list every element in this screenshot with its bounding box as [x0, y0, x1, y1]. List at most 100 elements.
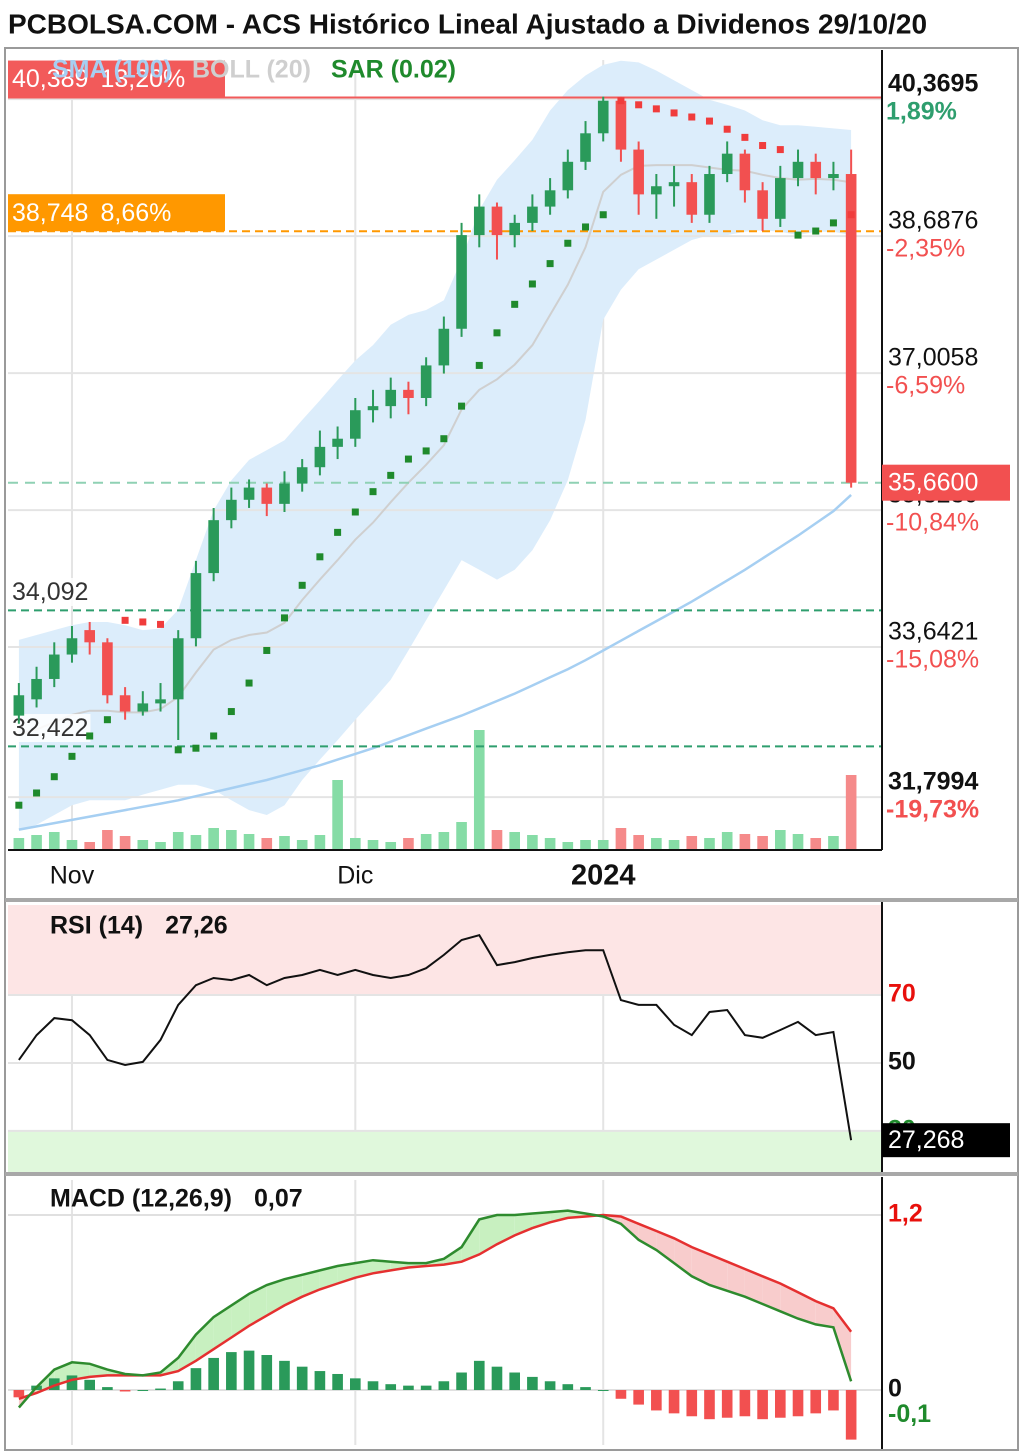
macd-histogram-bar [420, 1385, 432, 1391]
macd-histogram-bar [13, 1390, 25, 1398]
macd-histogram-bar [704, 1390, 715, 1420]
legend-entry: SAR (0.02) [331, 56, 456, 84]
volume-bar [668, 840, 680, 850]
macd-fill [89, 1363, 108, 1377]
y-tick-label: 37,0058 [888, 344, 978, 372]
candle-body [491, 206, 503, 236]
sma-line [18, 493, 852, 831]
candle-body [721, 153, 733, 175]
volume-bar [137, 840, 149, 850]
macd-fill [532, 1212, 551, 1229]
volume-bar [420, 834, 432, 850]
level-label: 40,389 [12, 65, 88, 93]
sar-dot [582, 223, 590, 231]
macd-fill [213, 1305, 232, 1350]
candle-body [668, 182, 680, 187]
sar-dot [33, 789, 41, 797]
macd-histogram-bar [562, 1384, 574, 1391]
sar-dot [493, 329, 501, 337]
macd-histogram-bar [580, 1387, 591, 1391]
candle-body [828, 174, 839, 179]
level-label: 34,092 [12, 578, 88, 606]
level-box [8, 60, 225, 98]
macd-fill [514, 1213, 533, 1236]
volume-bar [172, 832, 184, 850]
sar-dot [121, 616, 129, 624]
volume-bar [332, 780, 343, 850]
macd-histogram-bar [544, 1381, 556, 1391]
macd-fill [762, 1276, 781, 1312]
candle-body [172, 638, 184, 700]
candle-body [420, 365, 432, 398]
candle-body [226, 499, 237, 521]
volume-bar [509, 832, 520, 850]
macd-histogram-bar [615, 1390, 627, 1399]
volume-bar [385, 842, 397, 850]
oversold-zone [8, 1130, 882, 1172]
bollinger-band [18, 60, 852, 830]
volume-bar [527, 835, 538, 850]
macd-histogram-bar [845, 1390, 857, 1440]
last-value-label: 27,268 [888, 1126, 964, 1154]
candle-body [633, 149, 644, 195]
y-tick-label: 40,3695 [888, 70, 978, 98]
volume-bar [615, 828, 627, 850]
sar-dot [157, 620, 165, 628]
y-tick-label: 38,6876 [888, 207, 978, 235]
volume-bar [580, 840, 591, 850]
macd-fill [780, 1283, 798, 1319]
volume-bar [828, 836, 839, 850]
macd-fill [709, 1254, 728, 1291]
candle-body [580, 133, 591, 162]
volume-bar [31, 835, 42, 850]
sar-dot [174, 746, 182, 754]
macd-fill [479, 1215, 497, 1255]
sar-dot [263, 646, 271, 654]
candle-body [350, 410, 361, 439]
volume-bar [456, 822, 467, 850]
macd-histogram-bar [102, 1387, 113, 1391]
macd-histogram-bar [385, 1384, 397, 1391]
volume-bar [190, 835, 202, 850]
y-tick-change: -2,35% [886, 235, 965, 263]
y-tick-change: 1,89% [886, 98, 957, 126]
sar-dot [546, 260, 554, 268]
macd-fill [744, 1269, 763, 1304]
macd-histogram-bar [438, 1381, 450, 1391]
sar-dot [458, 402, 466, 410]
candle-body [208, 520, 219, 574]
sar-dot [227, 708, 235, 716]
macd-histogram-bar [597, 1390, 609, 1392]
volume-bar [66, 840, 78, 850]
panel-separator [5, 1172, 1018, 1176]
panel-title: RSI (14) [50, 912, 143, 940]
panel-title: MACD (12,26,9) [50, 1185, 232, 1213]
macd-fill [319, 1266, 338, 1290]
macd-histogram-bar [226, 1352, 237, 1391]
candle-body [314, 446, 326, 468]
y-tick-label: 1,2 [888, 1200, 923, 1228]
y-tick-change: -15,08% [886, 646, 979, 674]
sar-dot [759, 142, 767, 150]
volume-bar [704, 838, 715, 850]
macd-histogram-bar [350, 1378, 361, 1391]
macd-histogram-bar [403, 1385, 414, 1391]
level-change: 13,20% [100, 65, 185, 93]
candle-body [739, 153, 751, 191]
macd-histogram-bar [633, 1390, 644, 1405]
sar-dot [705, 117, 713, 125]
candle-body [119, 695, 131, 712]
candle-body [155, 699, 166, 704]
volume-bar [102, 830, 113, 850]
candle-body [48, 654, 60, 679]
y-tick-label: 31,7994 [888, 768, 978, 796]
sar-dot [422, 447, 430, 455]
legend-entry: SMA (100) [52, 56, 172, 84]
macd-fill [656, 1231, 675, 1264]
macd-histogram-bar [314, 1371, 326, 1391]
last-value-label: -0,1 [888, 1400, 931, 1428]
volume-bar [48, 832, 60, 850]
volume-bar [119, 836, 131, 850]
volume-bar [775, 830, 786, 850]
